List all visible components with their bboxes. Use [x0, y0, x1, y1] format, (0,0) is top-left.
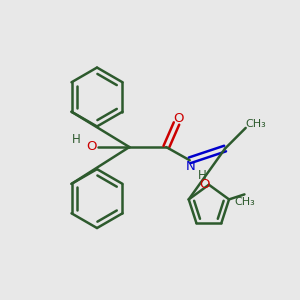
Text: CH₃: CH₃ — [246, 119, 266, 129]
Text: N: N — [186, 160, 196, 173]
Text: H: H — [71, 133, 80, 146]
Text: O: O — [199, 178, 210, 191]
Text: O: O — [174, 112, 184, 125]
Text: O: O — [86, 140, 97, 153]
Text: CH₃: CH₃ — [234, 197, 255, 207]
Text: H: H — [198, 169, 206, 182]
